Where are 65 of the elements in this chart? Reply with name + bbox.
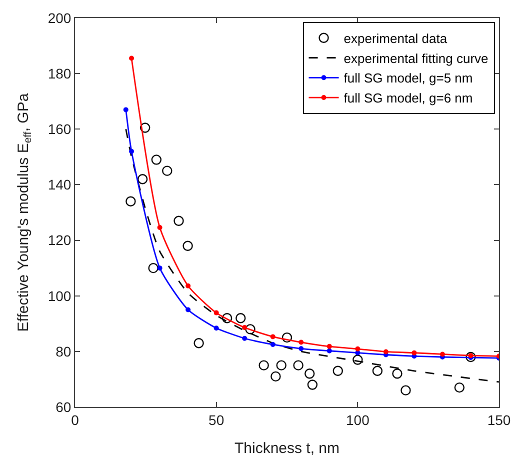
point (372, 366, 383, 376)
point (140, 122, 150, 133)
point (352, 354, 363, 365)
point (129, 148, 134, 154)
point (270, 371, 281, 382)
point (242, 336, 248, 341)
point (326, 344, 332, 349)
point (392, 368, 402, 379)
point (242, 325, 248, 330)
point (123, 107, 128, 112)
x-tick-label: 50 (208, 412, 224, 428)
point (174, 216, 184, 226)
point (270, 342, 276, 347)
point (276, 360, 286, 370)
point (126, 196, 136, 206)
y-tick-label: 60 (56, 398, 72, 415)
y-tick-label: 160 (48, 121, 72, 138)
legend-label: full SG model, g=6 nm (344, 90, 473, 106)
legend-label: full SG model, g=5 nm (344, 70, 473, 86)
y-tick-label: 100 (48, 288, 72, 304)
point (440, 352, 445, 357)
point (162, 166, 172, 176)
point (383, 349, 388, 354)
point (182, 240, 193, 251)
point (194, 338, 204, 348)
point (236, 312, 246, 324)
point (186, 283, 191, 288)
point (454, 382, 465, 393)
point (304, 368, 315, 379)
point (298, 340, 304, 345)
y-tick-label: 180 (48, 65, 72, 82)
point (466, 352, 476, 362)
x-axis-title: Thickness t, nm (234, 440, 340, 457)
point (137, 174, 148, 184)
point (186, 307, 191, 312)
point (258, 360, 269, 370)
y-tick-label: 80 (56, 343, 72, 360)
point (326, 348, 332, 354)
point (332, 366, 343, 376)
point (282, 332, 292, 343)
point (157, 225, 162, 230)
point (129, 56, 134, 61)
point (214, 310, 219, 316)
point (307, 380, 318, 390)
y-tick-label: 200 (48, 10, 72, 26)
x-tick-label: 0 (71, 412, 80, 428)
point (151, 154, 162, 165)
point (157, 266, 162, 271)
point (400, 385, 411, 396)
legend-label: experimental data (344, 30, 448, 46)
point (148, 262, 158, 274)
y-tick-label: 120 (48, 232, 72, 248)
point (270, 334, 276, 340)
x-tick-label: 150 (487, 412, 511, 428)
point (245, 324, 256, 334)
point (412, 350, 417, 356)
legend-label: experimental fitting curve (344, 50, 488, 66)
point (355, 346, 360, 352)
line-series (125, 128, 499, 383)
point (214, 326, 219, 331)
point (222, 312, 232, 324)
x-tick-label: 100 (346, 412, 370, 428)
point (298, 346, 304, 352)
y-tick-label: 140 (48, 176, 72, 193)
point (293, 360, 304, 370)
